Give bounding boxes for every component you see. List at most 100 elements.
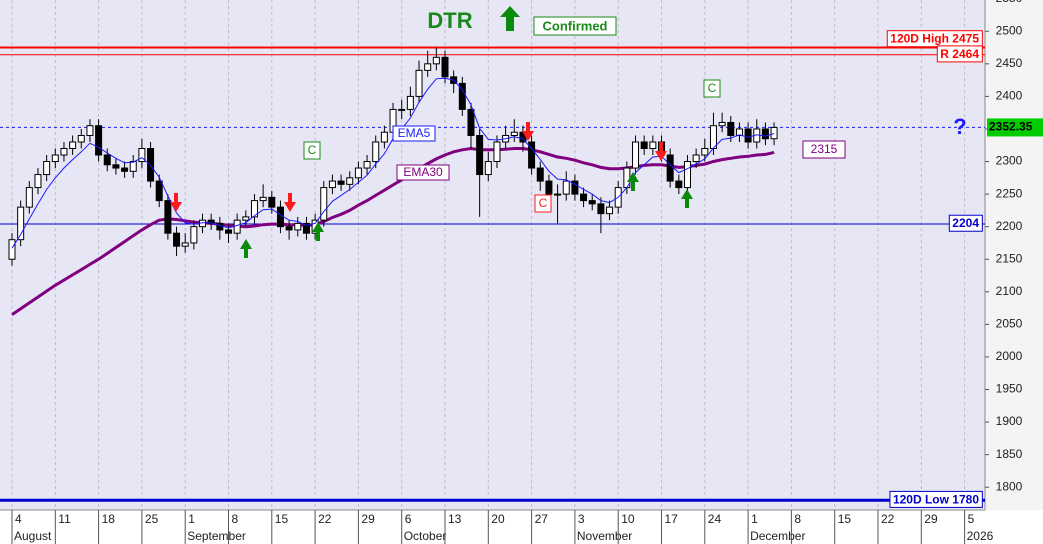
candle-body bbox=[588, 200, 596, 205]
level-label-box bbox=[886, 30, 983, 48]
ema5-label: EMA5 bbox=[398, 126, 431, 140]
candle-body bbox=[424, 63, 432, 71]
candle-body bbox=[173, 232, 181, 247]
level-label-box bbox=[889, 490, 983, 508]
x-tick-label: 24 bbox=[708, 512, 722, 526]
ema5-label-box bbox=[392, 125, 436, 142]
x-tick-label: 11 bbox=[58, 512, 71, 526]
last-price-box bbox=[987, 118, 1043, 137]
level-label-box bbox=[948, 214, 983, 232]
x-tick-label: 27 bbox=[535, 512, 549, 526]
candle-body bbox=[86, 125, 94, 136]
x-tick-label: 1 bbox=[188, 512, 195, 526]
x-tick-label: 4 bbox=[15, 512, 22, 526]
c-box bbox=[703, 79, 721, 98]
candle-body bbox=[632, 141, 640, 169]
y-tick-label: 1900 bbox=[996, 414, 1023, 428]
c-box bbox=[534, 194, 552, 213]
level-label-box bbox=[936, 45, 983, 63]
candle-body bbox=[77, 134, 85, 143]
candle-body bbox=[476, 134, 484, 176]
candle-body bbox=[233, 219, 241, 234]
y-tick-label: 1800 bbox=[996, 479, 1023, 493]
level-label: 120D High 2475 bbox=[890, 32, 979, 46]
candle-body bbox=[493, 141, 501, 163]
y-axis-area bbox=[985, 0, 1043, 510]
chart-title: DTR bbox=[427, 8, 472, 33]
x-tick-label: 6 bbox=[405, 512, 412, 526]
x-tick-label: 13 bbox=[448, 512, 462, 526]
x-tick-label: 1 bbox=[751, 512, 758, 526]
candle-body bbox=[744, 128, 752, 143]
c-label: C bbox=[308, 143, 317, 157]
x-tick-label: 5 bbox=[968, 512, 975, 526]
candle-body bbox=[683, 161, 691, 189]
candle-body bbox=[467, 108, 475, 136]
grid bbox=[0, 0, 985, 510]
x-tick-label: 3 bbox=[578, 512, 585, 526]
c-label: C bbox=[708, 81, 717, 95]
candle-body bbox=[770, 126, 778, 140]
candle-body bbox=[337, 180, 345, 185]
sell-arrows bbox=[170, 122, 667, 212]
candle-body bbox=[242, 216, 250, 221]
month-label: October bbox=[404, 529, 447, 543]
month-label: August bbox=[14, 529, 52, 543]
candle-body bbox=[51, 154, 59, 163]
candle-body bbox=[372, 141, 380, 163]
c-box bbox=[303, 141, 321, 160]
candle-body bbox=[580, 193, 588, 202]
y-tick-label: 1950 bbox=[996, 382, 1023, 396]
candle-body bbox=[406, 95, 414, 110]
candle-body bbox=[155, 180, 163, 202]
candle-body bbox=[545, 180, 553, 195]
candle-body bbox=[103, 154, 111, 166]
x-tick-label: 29 bbox=[924, 512, 938, 526]
candle-body bbox=[60, 148, 68, 156]
level-label: 2204 bbox=[952, 216, 979, 230]
candle-body bbox=[8, 239, 16, 260]
candle-body bbox=[43, 161, 51, 176]
month-label: November bbox=[577, 529, 632, 543]
candle-body bbox=[302, 222, 310, 234]
x-tick-label: 8 bbox=[794, 512, 801, 526]
candle-body bbox=[259, 196, 267, 202]
candle-body bbox=[25, 187, 33, 208]
question-mark: ? bbox=[953, 114, 966, 139]
candle-body bbox=[69, 141, 77, 150]
candle-body bbox=[164, 200, 172, 234]
c-label: C bbox=[539, 196, 548, 210]
y-tick-label: 2000 bbox=[996, 349, 1023, 363]
candle-body bbox=[718, 121, 726, 127]
y-tick-label: 2100 bbox=[996, 284, 1023, 298]
x-tick-label: 25 bbox=[145, 512, 159, 526]
candle-body bbox=[112, 164, 120, 169]
candle-body bbox=[250, 200, 258, 218]
buy-arrows bbox=[240, 172, 693, 258]
y-tick-label: 2200 bbox=[996, 219, 1023, 233]
candle-body bbox=[207, 219, 215, 224]
y-tick-label: 2500 bbox=[996, 23, 1023, 37]
x-tick-label: 8 bbox=[232, 512, 239, 526]
month-label: 2026 bbox=[967, 529, 994, 543]
y-tick-label: 2550 bbox=[996, 0, 1023, 5]
candle-body bbox=[701, 148, 709, 156]
y-tick-label: 2400 bbox=[996, 89, 1023, 103]
candle-body bbox=[597, 203, 605, 215]
ema30-label: EMA30 bbox=[403, 165, 443, 179]
candle-body bbox=[761, 128, 769, 140]
ema30-last-box bbox=[802, 140, 846, 159]
candle-body bbox=[432, 56, 440, 65]
candle-body bbox=[129, 161, 137, 172]
candle-body bbox=[181, 242, 189, 247]
candle-body bbox=[458, 82, 466, 110]
candle-body bbox=[649, 141, 657, 150]
candle-body bbox=[554, 193, 562, 196]
x-tick-label: 22 bbox=[318, 512, 332, 526]
up-arrow-icon bbox=[500, 6, 520, 31]
x-tick-label: 20 bbox=[491, 512, 505, 526]
candle-body bbox=[121, 167, 129, 172]
candle-body bbox=[225, 229, 232, 234]
candle-body bbox=[571, 180, 579, 195]
candle-body bbox=[328, 180, 336, 189]
